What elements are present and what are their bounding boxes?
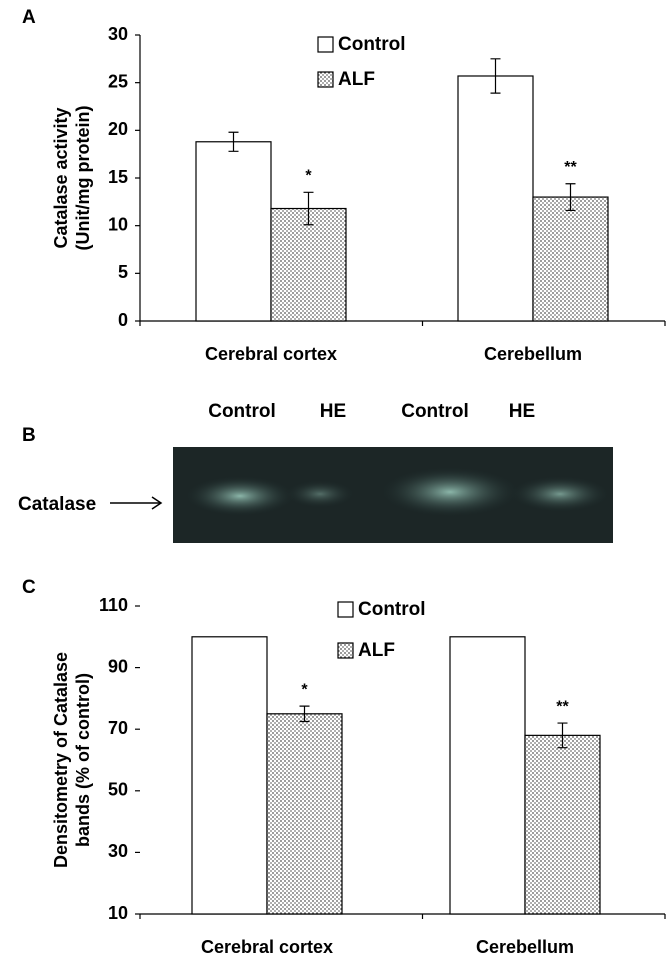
x-tick-label: Cerebral cortex	[205, 344, 337, 364]
gel-bands	[185, 467, 610, 517]
error-bar	[299, 705, 310, 723]
lane-label: HE	[509, 401, 535, 422]
significance-label: *	[305, 168, 312, 185]
panel-label: C	[22, 577, 36, 598]
y-tick-label: 30	[108, 24, 128, 44]
error-bar	[557, 722, 568, 749]
y-tick-label: 10	[108, 214, 128, 234]
y-axis-label: Densitometry of Catalase	[51, 652, 71, 868]
y-tick-label: 70	[108, 718, 128, 738]
y-tick-label: 0	[118, 310, 128, 330]
error-bar	[228, 131, 239, 152]
legend-swatch	[317, 36, 334, 53]
significance-label: *	[301, 681, 308, 698]
y-tick-label: 5	[118, 262, 128, 282]
band-label: Catalase	[18, 494, 96, 515]
bar	[449, 636, 526, 915]
x-tick-label: Cerebellum	[476, 937, 574, 957]
legend-swatch	[337, 642, 354, 659]
y-axis-label: (Unit/mg protein)	[73, 106, 93, 251]
bar	[195, 141, 272, 322]
bar	[266, 713, 343, 915]
lane-label: Control	[208, 401, 276, 422]
x-tick-label: Cerebral cortex	[201, 937, 333, 957]
panel-label: B	[22, 425, 36, 446]
y-tick-label: 10	[108, 903, 128, 923]
bar	[270, 207, 347, 322]
lane-label: HE	[320, 401, 346, 422]
y-tick-label: 90	[108, 656, 128, 676]
bar	[457, 75, 534, 322]
arrow-head	[151, 496, 163, 510]
bar	[532, 196, 609, 322]
y-tick-label: 30	[108, 841, 128, 861]
y-tick-label: 20	[108, 119, 128, 139]
legend-label: ALF	[358, 640, 395, 661]
y-axis-label: bands (% of control)	[73, 673, 93, 847]
legend-label: ALF	[338, 69, 375, 90]
y-tick-label: 110	[99, 595, 128, 615]
lane-label: Control	[401, 401, 469, 422]
significance-label: **	[564, 159, 577, 176]
error-bar	[565, 183, 576, 212]
legend-swatch	[317, 71, 334, 88]
error-bar	[490, 58, 501, 94]
legend-label: Control	[338, 34, 406, 55]
legend-swatch	[337, 601, 354, 618]
y-tick-label: 50	[108, 780, 128, 800]
error-bar	[303, 191, 314, 226]
legend-label: Control	[358, 599, 426, 620]
significance-label: **	[556, 698, 569, 715]
x-tick-label: Cerebellum	[484, 344, 582, 364]
y-axis-label: Catalase activity	[51, 107, 71, 248]
bar	[524, 734, 601, 915]
y-tick-label: 25	[108, 71, 128, 91]
bar	[191, 636, 268, 915]
panel-label: A	[22, 7, 36, 28]
y-tick-label: 15	[108, 167, 128, 187]
